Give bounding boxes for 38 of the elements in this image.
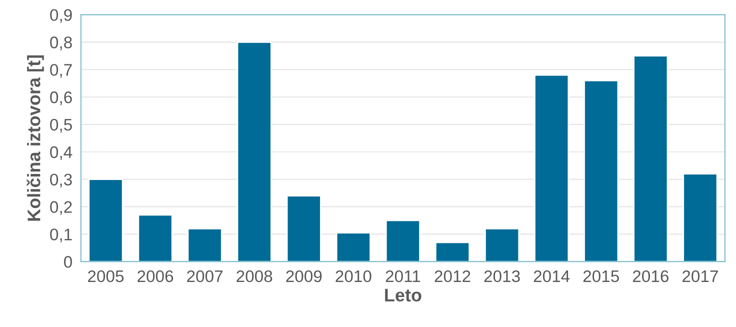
y-tick-label: 0,4 (50, 146, 72, 160)
y-tick-label: 0 (64, 256, 72, 268)
bar (236, 41, 272, 262)
x-tick-label: 2010 (336, 270, 372, 282)
y-axis-title: Količina iztovora [t] (26, 55, 44, 221)
x-tick-label: 2009 (286, 270, 322, 282)
bar (633, 55, 668, 262)
x-tick-label: 2015 (583, 270, 619, 282)
y-tick-label: 0,7 (50, 64, 72, 78)
bar (187, 228, 222, 262)
bar (584, 80, 619, 262)
bar (484, 228, 520, 262)
bar (138, 214, 173, 262)
y-tick-label: 0,8 (50, 36, 72, 50)
bar (534, 74, 570, 262)
x-tick-label: 2008 (236, 270, 272, 282)
x-tick-label: 2016 (632, 270, 668, 282)
x-tick-label: 2005 (88, 270, 124, 282)
bar (385, 220, 420, 262)
bar (682, 173, 718, 262)
y-tick-label: 0,3 (50, 174, 72, 188)
bar (88, 178, 124, 262)
y-tick-label: 0,2 (50, 201, 72, 215)
x-tick-label: 2007 (187, 270, 223, 282)
y-tick-label: 0,6 (50, 91, 72, 106)
x-tick-label: 2011 (386, 270, 420, 282)
bar (286, 195, 322, 262)
bar (434, 242, 470, 262)
x-axis-title: Leto (385, 288, 422, 302)
y-tick-label: 0,5 (50, 118, 72, 133)
y-tick-label: 0,9 (50, 9, 72, 23)
x-tick-label: 2017 (682, 270, 718, 282)
x-tick-label: 2014 (534, 270, 570, 282)
x-tick-label: 2013 (484, 270, 520, 282)
bar (336, 232, 371, 262)
y-tick-label: 0,1 (50, 228, 72, 242)
x-tick-label: 2006 (138, 270, 174, 282)
x-tick-label: 2012 (434, 270, 470, 282)
